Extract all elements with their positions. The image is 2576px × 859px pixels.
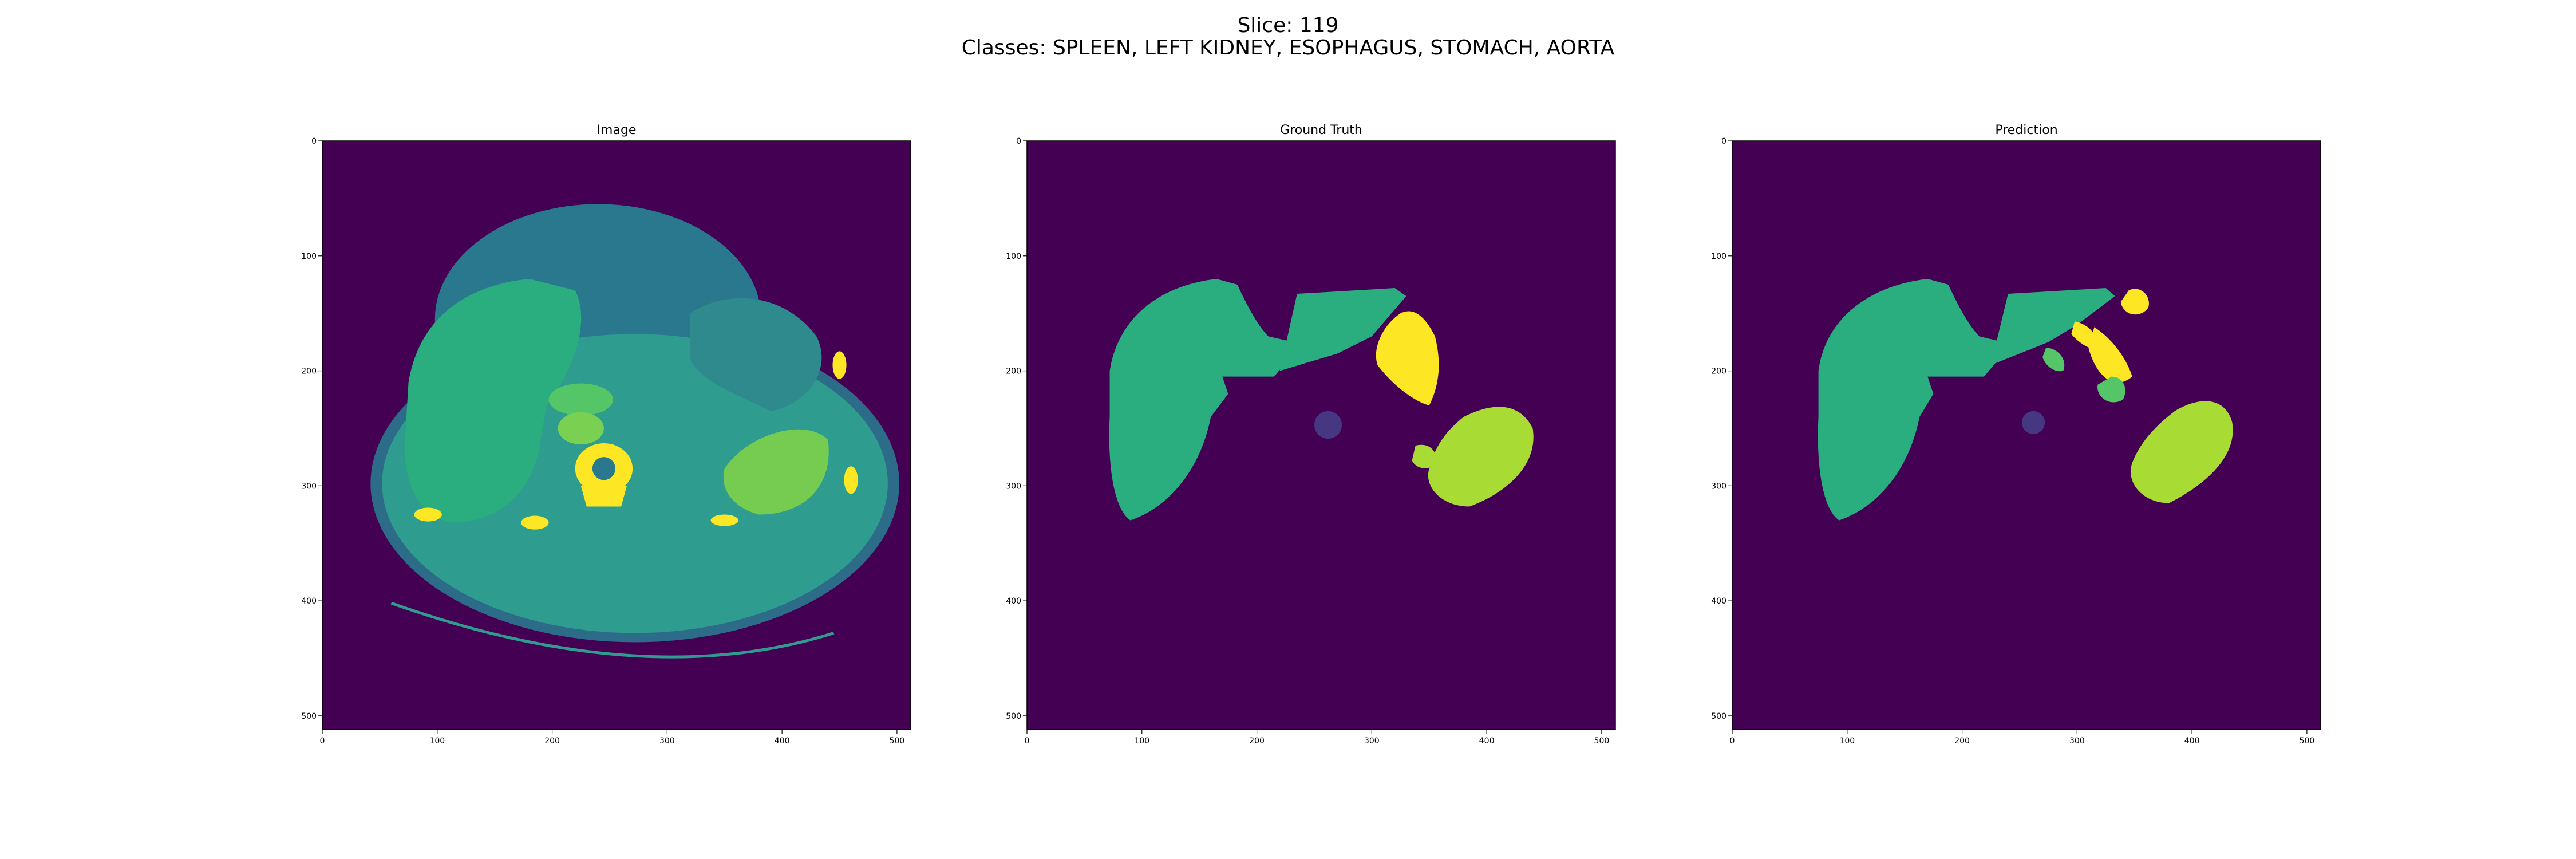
region-4 <box>2088 327 2132 383</box>
panel-content <box>370 204 899 659</box>
ytick-label: 200 <box>1711 367 1726 376</box>
panel-title: Ground Truth <box>1280 123 1362 137</box>
region-1 <box>1279 288 1406 371</box>
axes-frame <box>322 140 911 730</box>
ytick-label: 500 <box>1711 712 1726 721</box>
region-9 <box>592 457 615 480</box>
xtick-label: 200 <box>1249 736 1265 746</box>
panel-content <box>1818 278 2233 521</box>
region-3 <box>2120 289 2149 315</box>
xtick-label: 0 <box>1025 736 1030 746</box>
ytick-label: 0 <box>1721 137 1726 146</box>
region-0 <box>1109 278 1324 521</box>
ytick-label: 100 <box>1006 252 1021 261</box>
ytick-label: 500 <box>301 712 317 721</box>
region-10 <box>580 486 627 507</box>
xtick-label: 0 <box>320 736 325 746</box>
ytick-label: 100 <box>1711 252 1726 261</box>
ytick-label: 300 <box>301 482 317 491</box>
xtick-label: 500 <box>890 736 905 746</box>
xtick-label: 200 <box>544 736 560 746</box>
region-12 <box>521 515 549 530</box>
region-4 <box>690 298 822 411</box>
region-16 <box>390 601 835 659</box>
region-0 <box>1818 278 2032 521</box>
region-14 <box>832 351 847 379</box>
region-5 <box>723 429 829 515</box>
ytick-label: 400 <box>1006 597 1021 606</box>
axes-frame <box>1732 140 2321 730</box>
ytick-label: 0 <box>1016 137 1021 146</box>
region-2 <box>1376 311 1439 405</box>
ytick-label: 200 <box>1006 367 1021 376</box>
xtick-label: 100 <box>1839 736 1855 746</box>
xtick-label: 300 <box>659 736 675 746</box>
figure-suptitle-classes: Classes: SPLEEN, LEFT KIDNEY, ESOPHAGUS,… <box>961 36 1615 60</box>
xtick-label: 400 <box>1479 736 1495 746</box>
xtick-label: 200 <box>1954 736 1970 746</box>
panel-title: Prediction <box>1995 123 2057 137</box>
region-3 <box>405 278 582 523</box>
xtick-label: 500 <box>1594 736 1610 746</box>
ytick-label: 200 <box>301 367 317 376</box>
region-7 <box>2131 401 2233 503</box>
region-6 <box>2042 348 2065 372</box>
xtick-label: 400 <box>775 736 790 746</box>
region-4 <box>1412 444 1436 468</box>
region-7 <box>558 412 604 445</box>
region-5 <box>1314 411 1342 439</box>
region-8 <box>2021 411 2045 434</box>
region-6 <box>548 383 613 416</box>
xtick-label: 400 <box>2184 736 2200 746</box>
ytick-label: 300 <box>1711 482 1726 491</box>
panel-title: Image <box>597 123 637 137</box>
region-5 <box>2097 376 2125 403</box>
panel-mask-pred: Prediction 0 100 200 300 400 500 0 100 200 300 400 5… <box>1711 123 2321 746</box>
panel-ct-image: Image 0 100 200 300 400 500 0 100 200 300 400 500 <box>301 123 911 746</box>
ytick-label: 0 <box>311 137 317 146</box>
panel-content <box>1109 278 1534 521</box>
region-13 <box>710 514 738 526</box>
ytick-label: 500 <box>1006 712 1021 721</box>
xtick-label: 300 <box>1364 736 1380 746</box>
ytick-label: 400 <box>1711 597 1726 606</box>
xtick-label: 0 <box>1730 736 1735 746</box>
xtick-label: 500 <box>2300 736 2315 746</box>
panel-mask-gt: Ground Truth 0 100 200 300 400 500 0 100 200 300 40… <box>1006 123 1616 746</box>
axes-frame <box>1026 140 1616 730</box>
xtick-label: 100 <box>429 736 445 746</box>
region-3 <box>1428 407 1534 507</box>
region-11 <box>414 507 442 522</box>
region-15 <box>844 466 858 494</box>
xtick-label: 300 <box>2069 736 2085 746</box>
figure-suptitle-slice: Slice: 119 <box>1237 14 1339 37</box>
ytick-label: 400 <box>301 597 317 606</box>
region-1 <box>1990 288 2115 365</box>
ytick-label: 300 <box>1006 482 1021 491</box>
xtick-label: 100 <box>1134 736 1149 746</box>
ytick-label: 100 <box>301 252 317 261</box>
